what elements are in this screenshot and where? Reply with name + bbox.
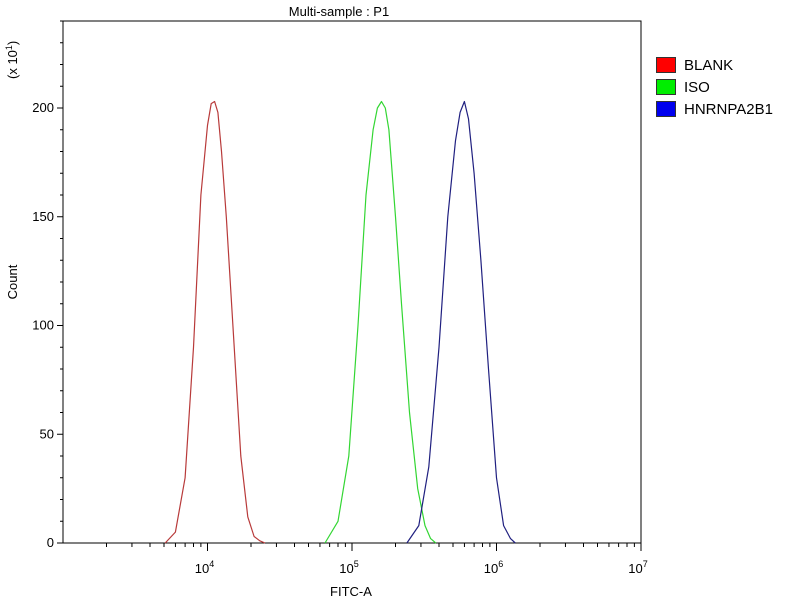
- y-multiplier-close: ): [5, 41, 20, 45]
- series-line-blank: [164, 100, 266, 544]
- y-tick-label: 50: [40, 426, 54, 441]
- y-tick-label: 150: [32, 209, 54, 224]
- legend-item: HNRNPA2B1: [656, 98, 773, 120]
- x-tick-base: 10: [339, 561, 353, 576]
- y-axis: 0 50 100 150 200: [32, 20, 63, 550]
- series-layer: [164, 100, 516, 544]
- legend-swatch: [656, 101, 676, 117]
- legend-item: ISO: [656, 76, 773, 98]
- y-tick-label: 100: [32, 318, 54, 333]
- x-tick-exponent: 5: [354, 559, 359, 569]
- x-tick-exponent: 7: [643, 559, 648, 569]
- x-tick-label: 106: [484, 559, 503, 576]
- x-tick-label: 107: [628, 559, 647, 576]
- x-tick-base: 10: [628, 561, 642, 576]
- series-line-hnrnpa2b1: [406, 100, 516, 544]
- chart-title: Multi-sample : P1: [289, 4, 389, 19]
- x-tick-label: 104: [195, 559, 214, 576]
- x-tick-base: 10: [484, 561, 498, 576]
- y-multiplier-text: (x 10: [5, 50, 20, 79]
- legend-item: BLANK: [656, 54, 773, 76]
- x-tick-exponent: 4: [209, 559, 214, 569]
- series-line-iso: [324, 100, 437, 544]
- legend-label: ISO: [684, 78, 710, 96]
- legend-swatch: [656, 79, 676, 95]
- y-multiplier-exponent: 1: [4, 45, 14, 50]
- y-tick-label: 200: [32, 100, 54, 115]
- y-multiplier-label: (x 101): [4, 41, 20, 79]
- legend-label: HNRNPA2B1: [684, 100, 773, 118]
- plot-area: [62, 20, 642, 544]
- legend-swatch: [656, 57, 676, 73]
- x-axis-label: FITC-A: [330, 584, 372, 599]
- x-tick-label: 105: [339, 559, 358, 576]
- x-axis: 104 105 106 107: [105, 543, 648, 576]
- legend: BLANK ISO HNRNPA2B1: [656, 54, 773, 120]
- y-tick-label: 0: [47, 535, 54, 550]
- x-tick-exponent: 6: [498, 559, 503, 569]
- legend-label: BLANK: [684, 56, 734, 74]
- y-axis-label: Count: [5, 264, 20, 299]
- x-tick-base: 10: [195, 561, 209, 576]
